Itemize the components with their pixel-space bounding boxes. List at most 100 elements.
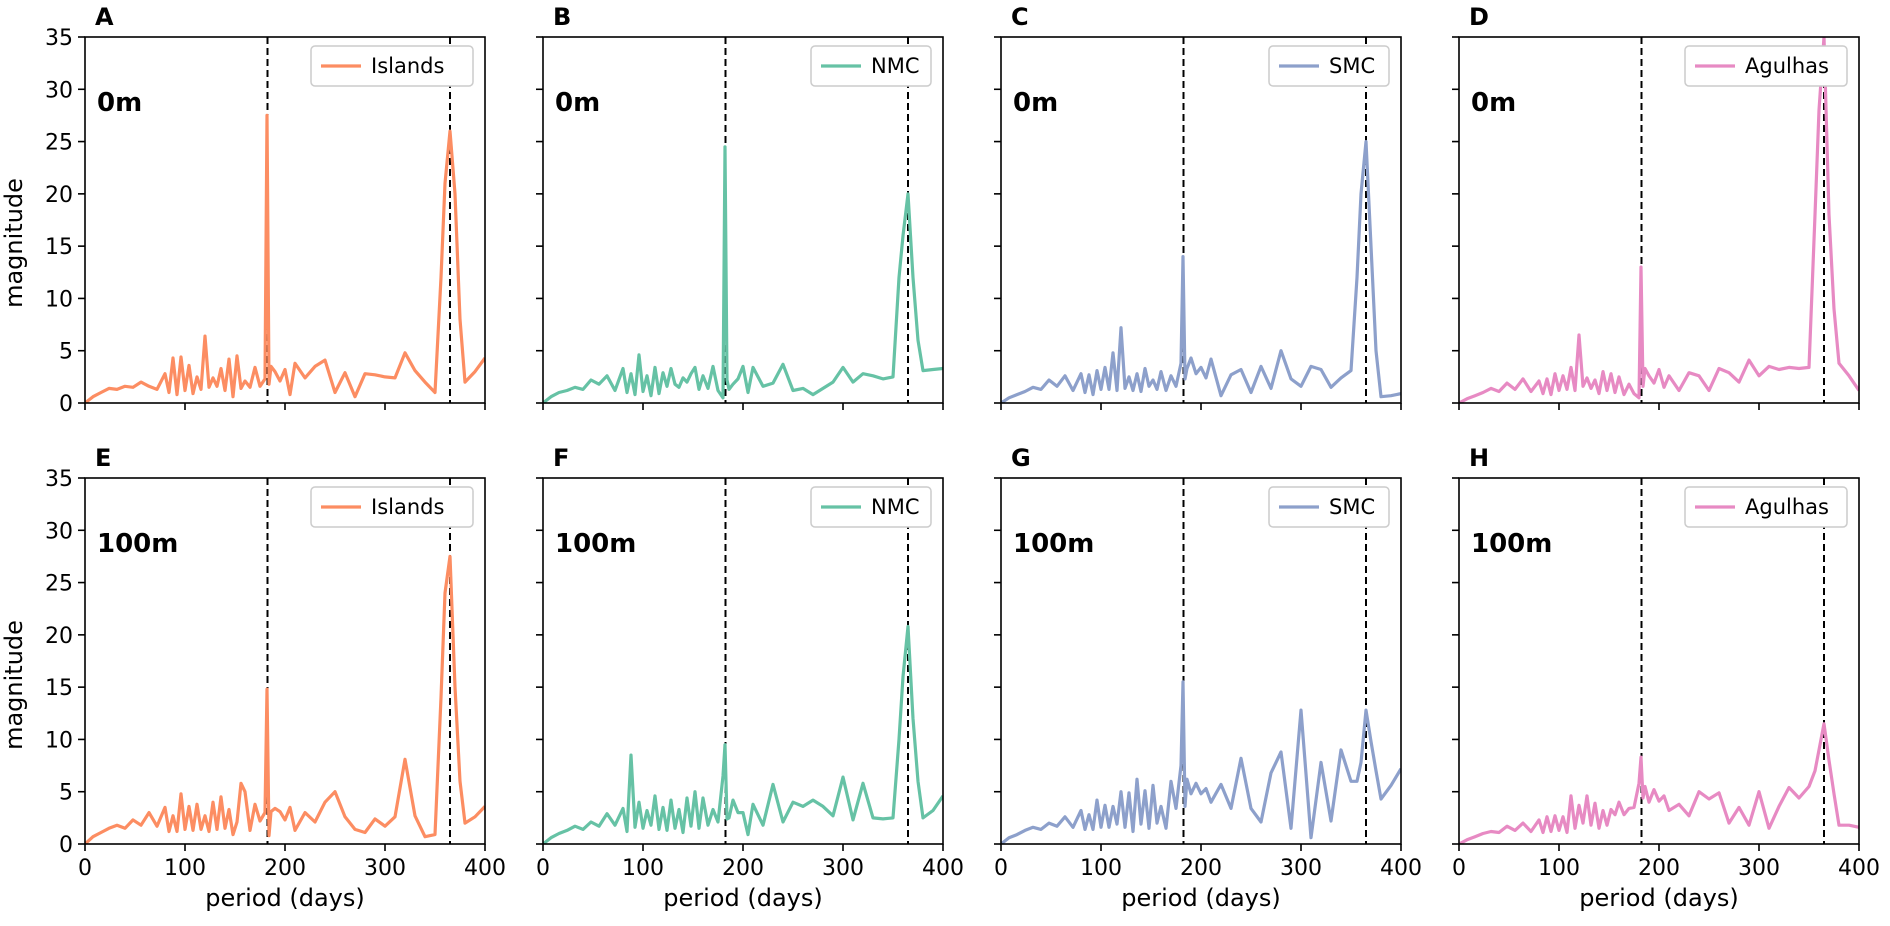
panel-letter: A	[95, 3, 114, 31]
y-tick-label: 0	[59, 392, 73, 417]
y-tick-label: 0	[59, 833, 73, 858]
panel-g: 0 100 200 300 400 period (days) G 100m SMC	[994, 444, 1422, 912]
y-axis-label-top-row: magnitude	[0, 178, 28, 308]
y-tick-label: 30	[45, 519, 73, 544]
legend-box	[1684, 486, 1848, 528]
panel-letter: F	[553, 444, 569, 472]
y-tick-label: 15	[45, 235, 73, 260]
panel-grid: 0 5 10 15 20 25 30 35 A 0m Islands B 0m NMC C 0m SMC D 0m A…	[45, 3, 1880, 912]
y-tick-label: 15	[45, 676, 73, 701]
legend: Islands	[310, 486, 474, 528]
xlabel: period (days)	[663, 884, 822, 912]
panel-c: C 0m SMC	[994, 3, 1402, 410]
depth-label: 100m	[555, 529, 636, 559]
plot-frame	[1000, 36, 1402, 404]
x-tick-label: 300	[822, 856, 864, 881]
depth-label: 0m	[1013, 88, 1058, 118]
depth-label: 100m	[1013, 529, 1094, 559]
y-tick-label: 25	[45, 572, 73, 597]
y-tick-label: 5	[59, 340, 73, 365]
legend: Agulhas	[1684, 45, 1848, 87]
xlabel: period (days)	[1579, 884, 1738, 912]
legend-label: SMC	[1329, 54, 1375, 78]
legend-box	[810, 45, 932, 87]
plot-frame	[1458, 36, 1860, 404]
x-tick-label: 200	[1638, 856, 1680, 881]
x-tick-label: 300	[1738, 856, 1780, 881]
series-line-agulhas	[1459, 722, 1859, 844]
depth-label: 100m	[1471, 529, 1552, 559]
x-tick-label: 400	[1380, 856, 1422, 881]
x-tick-label: 0	[1452, 856, 1466, 881]
legend: NMC	[810, 45, 932, 87]
legend-label: Islands	[371, 495, 444, 519]
y-tick-label: 35	[45, 26, 73, 51]
depth-label: 0m	[97, 88, 142, 118]
panel-letter: G	[1011, 444, 1031, 472]
series-line-islands	[85, 554, 485, 844]
x-tick-label: 200	[722, 856, 764, 881]
panel-letter: D	[1469, 3, 1489, 31]
legend-box	[310, 486, 474, 528]
x-tick-label: 200	[1180, 856, 1222, 881]
x-tick-label: 0	[78, 856, 92, 881]
panel-a: 0 5 10 15 20 25 30 35 A 0m Islands	[45, 3, 486, 417]
panel-b: B 0m NMC	[536, 3, 944, 410]
legend-box	[1268, 486, 1390, 528]
panel-d: D 0m Agulhas	[1452, 3, 1860, 410]
legend-label: Islands	[371, 54, 444, 78]
series-line-nmc	[543, 624, 943, 844]
x-tick-label: 0	[536, 856, 550, 881]
ylabel-bottom: magnitude	[0, 620, 28, 750]
legend-label: NMC	[871, 54, 920, 78]
x-tick-label: 100	[1538, 856, 1580, 881]
y-axis-label-bottom-row: magnitude	[0, 620, 28, 750]
y-tick-label: 20	[45, 183, 73, 208]
panel-letter: B	[553, 3, 571, 31]
series-line-islands	[85, 113, 485, 403]
series-line-nmc	[543, 145, 943, 403]
x-tick-label: 400	[922, 856, 964, 881]
legend: Islands	[310, 45, 474, 87]
panel-letter: H	[1469, 444, 1489, 472]
x-tick-label: 400	[1838, 856, 1880, 881]
y-tick-label: 35	[45, 467, 73, 492]
y-tick-label: 10	[45, 728, 73, 753]
legend-box	[310, 45, 474, 87]
y-tick-label: 5	[59, 781, 73, 806]
legend: Agulhas	[1684, 486, 1848, 528]
panel-f: 0 100 200 300 400 period (days) F 100m NMC	[536, 444, 964, 912]
series-line-agulhas	[1459, 37, 1859, 403]
x-tick-label: 0	[994, 856, 1008, 881]
y-tick-label: 20	[45, 624, 73, 649]
plot-frame	[84, 36, 486, 404]
ylabel-top: magnitude	[0, 178, 28, 308]
legend-box	[1684, 45, 1848, 87]
y-tick-label: 30	[45, 78, 73, 103]
legend-label: Agulhas	[1745, 495, 1829, 519]
xlabel: period (days)	[1121, 884, 1280, 912]
series-line-smc	[1001, 680, 1401, 844]
panel-letter: C	[1011, 3, 1029, 31]
legend: SMC	[1268, 486, 1390, 528]
x-tick-label: 300	[1280, 856, 1322, 881]
xlabel: period (days)	[205, 884, 364, 912]
legend: SMC	[1268, 45, 1390, 87]
legend-label: NMC	[871, 495, 920, 519]
depth-label: 100m	[97, 529, 178, 559]
y-tick-label: 25	[45, 131, 73, 156]
panel-h: 0 100 200 300 400 period (days) H 100m Agulhas	[1452, 444, 1880, 912]
depth-label: 0m	[555, 88, 600, 118]
x-tick-label: 400	[464, 856, 506, 881]
panel-e: 0 100 200 300 400 0 5 10 15 20 25 30 35 period (days)…	[45, 444, 506, 912]
x-tick-label: 100	[622, 856, 664, 881]
x-tick-label: 300	[364, 856, 406, 881]
legend: NMC	[810, 486, 932, 528]
depth-label: 0m	[1471, 88, 1516, 118]
y-tick-label: 10	[45, 287, 73, 312]
x-tick-label: 100	[164, 856, 206, 881]
legend-box	[1268, 45, 1390, 87]
x-tick-label: 100	[1080, 856, 1122, 881]
legend-label: SMC	[1329, 495, 1375, 519]
